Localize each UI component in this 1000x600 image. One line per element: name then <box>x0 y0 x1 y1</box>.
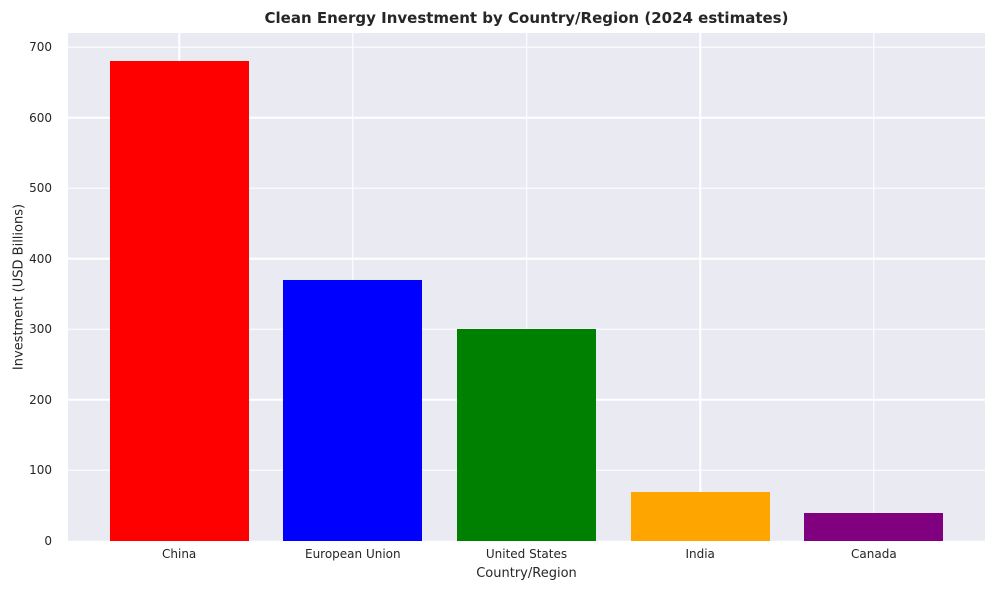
x-axis-label: Country/Region <box>476 566 577 581</box>
x-gridline <box>873 33 875 541</box>
x-tick-label: United States <box>485 547 568 561</box>
x-gridline <box>699 33 701 541</box>
bar-united-states <box>457 329 596 541</box>
x-tick-label: Canada <box>851 547 897 561</box>
y-tick-label: 100 <box>29 463 52 478</box>
x-tick-label: China <box>162 547 197 561</box>
y-tick-labels: 0 100 200 300 400 500 600 700 <box>0 33 60 548</box>
y-tick-label: 400 <box>29 251 52 266</box>
y-tick-label: 500 <box>29 181 52 196</box>
x-tick-label: European Union <box>304 547 401 561</box>
y-axis-label: Investment (USD Billions) <box>11 203 27 371</box>
bar-india <box>630 491 770 541</box>
chart-title: Clean Energy Investment by Country/Regio… <box>264 9 789 27</box>
y-tick-label: 700 <box>29 40 52 55</box>
y-tick-label: 300 <box>29 322 52 337</box>
plot-area <box>68 33 985 541</box>
x-tick-label: India <box>685 547 715 561</box>
x-tick-labels: China European Union United States India Can… <box>68 547 985 565</box>
bar-china <box>109 61 249 541</box>
y-tick-label: 200 <box>29 392 52 407</box>
bar-canada <box>804 512 944 541</box>
x-gridline <box>525 33 528 541</box>
bar-european-union <box>283 279 423 541</box>
y-tick-label: 0 <box>44 534 52 548</box>
y-tick-label: 600 <box>29 110 52 125</box>
